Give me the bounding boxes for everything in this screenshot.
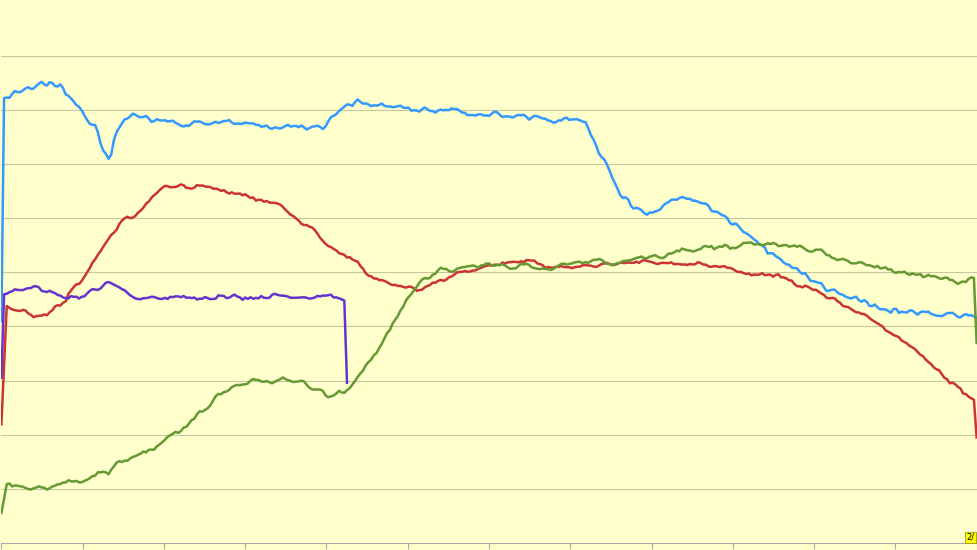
Line: 2015: 2015 — [1, 184, 976, 437]
2015 — [833, 299, 845, 306]
2014 — [204, 121, 216, 128]
2017 — [269, 290, 280, 297]
2016 — [263, 379, 275, 386]
2017 — [341, 379, 353, 386]
2015 — [927, 364, 939, 371]
2016 — [743, 239, 754, 246]
2017 — [103, 279, 114, 285]
2017 — [178, 293, 190, 299]
2016 — [927, 273, 939, 279]
2014 — [0, 318, 7, 324]
2015 — [970, 434, 977, 441]
2015 — [175, 181, 187, 188]
2014 — [266, 125, 277, 132]
2015 — [0, 421, 7, 428]
2016 — [201, 405, 213, 411]
2016 — [833, 256, 845, 263]
2014 — [927, 311, 939, 318]
2015 — [266, 200, 277, 206]
2016 — [0, 510, 7, 516]
2014 — [833, 291, 845, 298]
2015 — [386, 282, 398, 289]
2015 — [392, 283, 404, 289]
2017 — [0, 375, 7, 381]
Text: 2/: 2/ — [965, 533, 974, 542]
Line: 2014: 2014 — [1, 82, 976, 321]
2016 — [970, 340, 977, 346]
2015 — [204, 184, 216, 190]
2017 — [89, 287, 101, 293]
2014 — [36, 79, 48, 85]
2017 — [226, 293, 237, 299]
Line: 2017: 2017 — [1, 282, 347, 383]
2014 — [392, 103, 404, 109]
2016 — [389, 316, 401, 323]
2017 — [252, 295, 264, 301]
2017 — [146, 294, 157, 300]
2014 — [386, 104, 398, 111]
Line: 2016: 2016 — [1, 243, 976, 513]
2014 — [970, 315, 977, 321]
2016 — [384, 327, 396, 333]
